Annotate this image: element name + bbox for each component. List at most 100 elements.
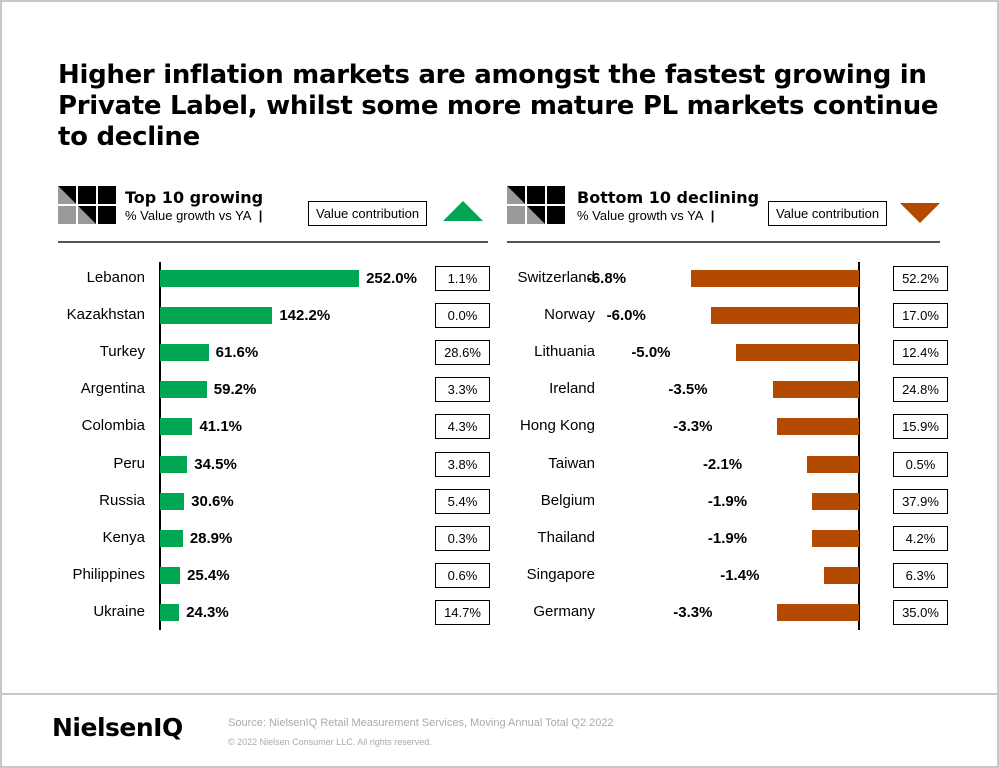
- contribution-value: 5.4%: [435, 488, 490, 514]
- contribution-value: 35.0%: [893, 599, 948, 625]
- bar: [691, 270, 859, 287]
- category-label: Ukraine: [93, 602, 145, 620]
- contribution-value: 17.0%: [893, 303, 948, 329]
- divider: [507, 241, 940, 243]
- contribution-value: 37.9%: [893, 488, 948, 514]
- category-label: Peru: [113, 454, 145, 472]
- contribution-value: 3.8%: [435, 451, 490, 477]
- bar: [160, 270, 360, 287]
- data-label: 61.6%: [215, 344, 259, 362]
- bar: [160, 344, 209, 362]
- contribution-value: 15.9%: [893, 414, 948, 440]
- bar: [824, 566, 859, 584]
- data-label: -1.9%: [707, 492, 748, 510]
- bar: [160, 418, 193, 436]
- data-label: -6.8%: [586, 270, 627, 287]
- contribution-value: 6.3%: [893, 562, 948, 588]
- nielseniq-logo: NielsenIQ: [52, 713, 183, 742]
- contribution-value: 24.8%: [893, 377, 948, 403]
- copyright: © 2022 Nielsen Consumer LLC. All rights …: [228, 737, 432, 747]
- data-label: 142.2%: [279, 307, 331, 325]
- category-label: Philippines: [72, 565, 145, 583]
- bar: [812, 529, 859, 547]
- bar: [812, 492, 859, 510]
- value-contribution-label: Value contribution: [768, 201, 888, 226]
- data-label: -3.3%: [673, 603, 713, 621]
- category-label: Germany: [533, 602, 595, 620]
- panel-subtitle: % Value growth vs YA |: [577, 208, 715, 223]
- data-label: -3.5%: [668, 381, 708, 399]
- category-label: Norway: [544, 306, 595, 324]
- bar: [772, 381, 859, 399]
- category-label: Singapore: [526, 565, 595, 583]
- triangle-down-icon: [900, 203, 940, 223]
- contribution-value: 3.3%: [435, 377, 490, 403]
- axis-zero-line: [159, 262, 161, 630]
- contribution-value: 0.3%: [435, 525, 490, 551]
- data-label: -1.9%: [707, 529, 748, 547]
- data-label: 41.1%: [199, 418, 243, 436]
- bar: [160, 381, 207, 399]
- data-label: -5.0%: [631, 344, 671, 362]
- data-label: 252.0%: [366, 270, 417, 287]
- source-note: Source: NielsenIQ Retail Measurement Ser…: [228, 717, 614, 729]
- category-label: Lithuania: [534, 343, 595, 361]
- page-title: Higher inflation markets are amongst the…: [58, 60, 939, 152]
- contribution-value: 4.3%: [435, 414, 490, 440]
- value-contribution-label: Value contribution: [308, 201, 428, 226]
- bar: [160, 603, 180, 621]
- category-label: Russia: [99, 491, 145, 509]
- panel-title: Top 10 growing: [125, 188, 264, 207]
- data-label: 30.6%: [191, 492, 234, 510]
- contribution-value: 0.6%: [435, 562, 490, 588]
- contribution-value: 1.1%: [435, 266, 490, 291]
- contribution-value: 0.5%: [893, 451, 948, 477]
- grid-logo-icon: [58, 186, 116, 224]
- data-label: -6.0%: [606, 307, 646, 325]
- bar: [160, 492, 185, 510]
- triangle-up-icon: [443, 201, 483, 221]
- bar: [777, 603, 859, 621]
- category-label: Turkey: [99, 343, 145, 361]
- data-label: 25.4%: [187, 566, 230, 584]
- bar: [735, 344, 859, 362]
- bar: [160, 455, 188, 473]
- category-label: Switzerland: [517, 269, 595, 286]
- data-label: 59.2%: [213, 381, 257, 399]
- category-label: Taiwan: [548, 454, 595, 472]
- bar: [160, 307, 273, 325]
- contribution-value: 14.7%: [435, 599, 490, 625]
- bar: [807, 455, 859, 473]
- data-label: -1.4%: [720, 566, 760, 584]
- category-label: Argentina: [80, 380, 145, 398]
- category-label: Kazakhstan: [66, 306, 145, 324]
- axis-zero-line: [858, 262, 860, 630]
- category-label: Belgium: [540, 491, 595, 509]
- divider: [58, 241, 488, 243]
- panel-subtitle: % Value growth vs YA |: [125, 208, 263, 223]
- panel-title: Bottom 10 declining: [577, 188, 760, 207]
- category-label: Hong Kong: [519, 417, 595, 435]
- contribution-value: 4.2%: [893, 525, 948, 551]
- category-label: Colombia: [81, 417, 145, 435]
- contribution-value: 12.4%: [893, 340, 948, 366]
- contribution-value: 0.0%: [435, 303, 490, 329]
- category-label: Kenya: [102, 528, 145, 546]
- category-label: Ireland: [549, 380, 595, 398]
- footer-divider: [0, 693, 999, 695]
- data-label: 34.5%: [194, 455, 237, 473]
- grid-logo-icon: [507, 186, 565, 224]
- bar: [160, 566, 181, 584]
- contribution-value: 28.6%: [435, 340, 490, 366]
- contribution-value: 52.2%: [893, 266, 948, 291]
- bar: [160, 529, 183, 547]
- data-label: -3.3%: [673, 418, 713, 436]
- bar: [710, 307, 859, 325]
- data-label: 28.9%: [189, 529, 233, 547]
- bar: [777, 418, 859, 436]
- data-label: -2.1%: [702, 455, 743, 473]
- category-label: Lebanon: [86, 269, 145, 286]
- data-label: 24.3%: [186, 603, 229, 621]
- category-label: Thailand: [537, 528, 595, 546]
